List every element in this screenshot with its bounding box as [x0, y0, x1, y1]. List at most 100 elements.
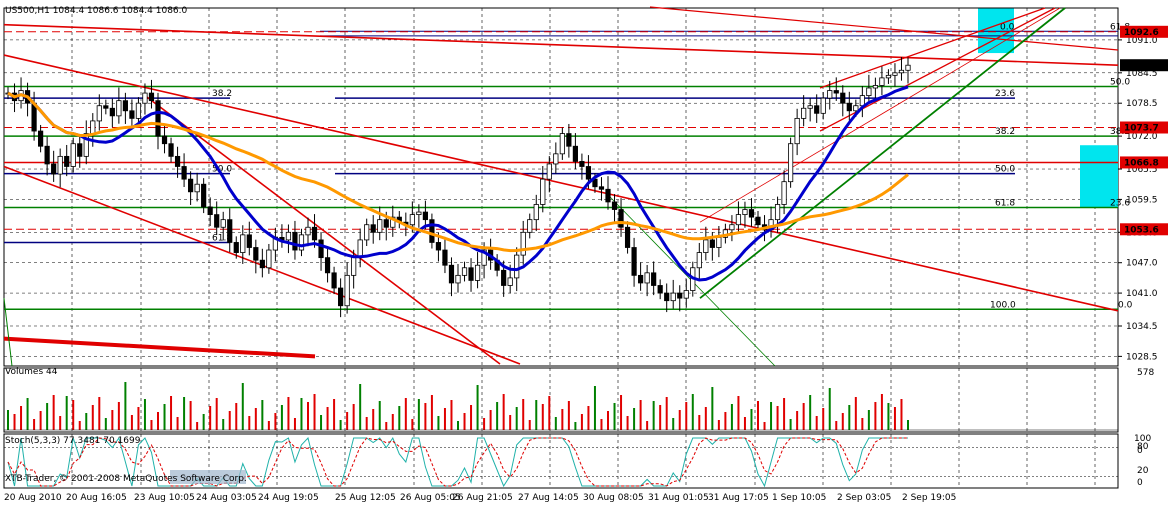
candle-body-137: [898, 69, 905, 74]
price-tick-8: 1041.0: [1126, 289, 1158, 299]
candle-body-39: [259, 259, 265, 269]
time-label-8: 27 Aug 14:05: [518, 493, 579, 503]
candle-body-55: [364, 224, 370, 241]
candle-body-14: [96, 105, 102, 122]
candle-body-87: [572, 145, 578, 162]
candle-body-94: [618, 209, 624, 228]
candle-body-51: [338, 287, 344, 307]
trend-line-6: [819, 7, 1046, 89]
candle-body-82: [540, 178, 546, 205]
trend-line-9: [699, 7, 1061, 223]
candle-body-9: [64, 155, 70, 167]
candle-body-69: [455, 274, 461, 284]
moving-average-fast: [7, 85, 909, 282]
candle-body-17: [116, 100, 122, 117]
candle-body-34: [227, 219, 233, 243]
candle-body-18: [122, 100, 128, 112]
candle-body-72: [474, 264, 481, 281]
candle-body-98: [644, 272, 650, 284]
price-tick-7: 1047.0: [1126, 259, 1158, 269]
candle-body-108: [709, 239, 715, 248]
candle-body-28: [188, 178, 194, 193]
fib-label-7: 61.8: [995, 199, 1015, 209]
candle-body-27: [181, 166, 187, 180]
stoch-tick-80: 80: [1137, 442, 1149, 452]
price-tick-4: 1065.5: [1126, 165, 1158, 175]
candle-body-64: [422, 211, 428, 221]
candle-body-49: [324, 257, 331, 274]
candle-body-122: [801, 107, 807, 119]
candle-body-38: [253, 247, 259, 261]
time-label-4: 24 Aug 19:05: [258, 493, 319, 503]
candle-body-115: [755, 216, 761, 226]
candle-body-66: [435, 242, 442, 251]
price-tag-bg-2: [1120, 121, 1168, 134]
fib-label-2: 61.8: [212, 233, 232, 243]
candle-body-19: [129, 110, 135, 119]
candle-body-121: [794, 117, 800, 145]
candle-body-128: [840, 92, 846, 104]
trend-line-1: [3, 54, 1119, 312]
stoch-k-line: [7, 436, 908, 488]
price-tick-1: 1084.5: [1126, 69, 1158, 79]
candle-body-138: [905, 64, 911, 71]
candle-body-134: [879, 77, 885, 86]
candle-body-20: [135, 102, 142, 119]
stochastic-title: Stoch(5,3,3) 77.3481 70.1699: [5, 436, 141, 446]
fib-label-10: 50.0: [1110, 77, 1130, 87]
price-tick-2: 1078.5: [1126, 99, 1158, 109]
time-label-5: 25 Aug 12:05: [335, 493, 396, 503]
candle-body-135: [885, 74, 892, 79]
candle-body-77: [507, 277, 513, 286]
candle-body-91: [598, 186, 605, 190]
candle-body-33: [220, 219, 226, 228]
price-tag-bg-1: [1120, 59, 1168, 72]
candle-body-129: [846, 102, 852, 112]
candle-body-131: [859, 95, 865, 107]
candle-body-85: [559, 133, 565, 155]
candle-body-26: [174, 155, 181, 167]
candle-body-111: [729, 224, 735, 231]
price-tick-10: 1028.5: [1126, 352, 1158, 362]
price-tag-4: 1053.6: [1124, 225, 1159, 235]
candles: [5, 57, 911, 318]
stoch-tick-0: 0: [1137, 478, 1143, 488]
watermark: XTB-Trader, © 2001-2008 MetaQuotes Softw…: [5, 474, 247, 484]
candle-body-123: [807, 105, 813, 109]
candle-body-73: [481, 249, 487, 266]
price-tag-2: 1073.7: [1124, 124, 1159, 134]
price-tick-9: 1034.5: [1126, 322, 1158, 332]
time-label-14: 2 Sep 19:05: [902, 493, 956, 503]
price-tag-1: 1086.0: [1124, 61, 1159, 71]
time-label-12: 1 Sep 10:05: [772, 493, 826, 503]
candle-body-97: [638, 274, 644, 284]
candle-body-132: [866, 87, 872, 97]
candle-body-32: [214, 214, 220, 228]
candle-body-37: [246, 234, 252, 248]
candle-body-25: [168, 143, 174, 157]
candle-body-22: [148, 92, 155, 102]
candle-body-106: [696, 252, 702, 269]
candle-body-88: [579, 161, 585, 167]
price-tick-3: 1072.0: [1126, 132, 1158, 142]
candle-body-13: [90, 120, 96, 134]
candle-body-124: [814, 105, 820, 114]
candle-body-96: [631, 247, 637, 276]
price-tick-5: 1059.5: [1126, 195, 1158, 205]
candle-body-8: [57, 155, 63, 175]
highlight-box-right: [1080, 145, 1118, 208]
volume-bars: [4, 382, 1118, 431]
candle-body-58: [383, 219, 389, 228]
candle-body-29: [194, 183, 200, 193]
fib-label-12: 23.6: [1110, 199, 1130, 209]
candle-body-59: [390, 216, 396, 228]
time-label-0: 20 Aug 2010: [4, 493, 62, 503]
candle-body-113: [742, 209, 748, 215]
candle-body-53: [351, 257, 357, 276]
volume-tick-max: 578: [1137, 368, 1154, 378]
candle-body-78: [514, 254, 520, 279]
candle-body-95: [624, 226, 631, 248]
candle-body-76: [501, 269, 507, 286]
fib-label-3: 100.0: [990, 300, 1016, 310]
